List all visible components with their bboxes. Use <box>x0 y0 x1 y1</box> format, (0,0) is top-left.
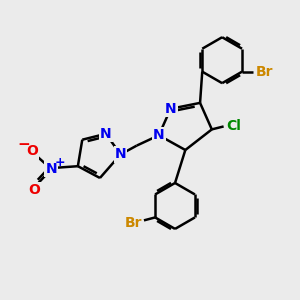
Text: N: N <box>100 127 112 141</box>
Text: Br: Br <box>255 65 273 79</box>
Text: +: + <box>54 156 65 169</box>
Text: Br: Br <box>124 216 142 230</box>
Text: N: N <box>46 162 57 176</box>
Text: N: N <box>153 128 165 142</box>
Text: N: N <box>115 147 126 161</box>
Text: O: O <box>28 183 40 197</box>
Text: N: N <box>165 102 176 116</box>
Text: Cl: Cl <box>226 119 242 133</box>
Text: −: − <box>18 136 30 152</box>
Text: O: O <box>26 145 38 158</box>
